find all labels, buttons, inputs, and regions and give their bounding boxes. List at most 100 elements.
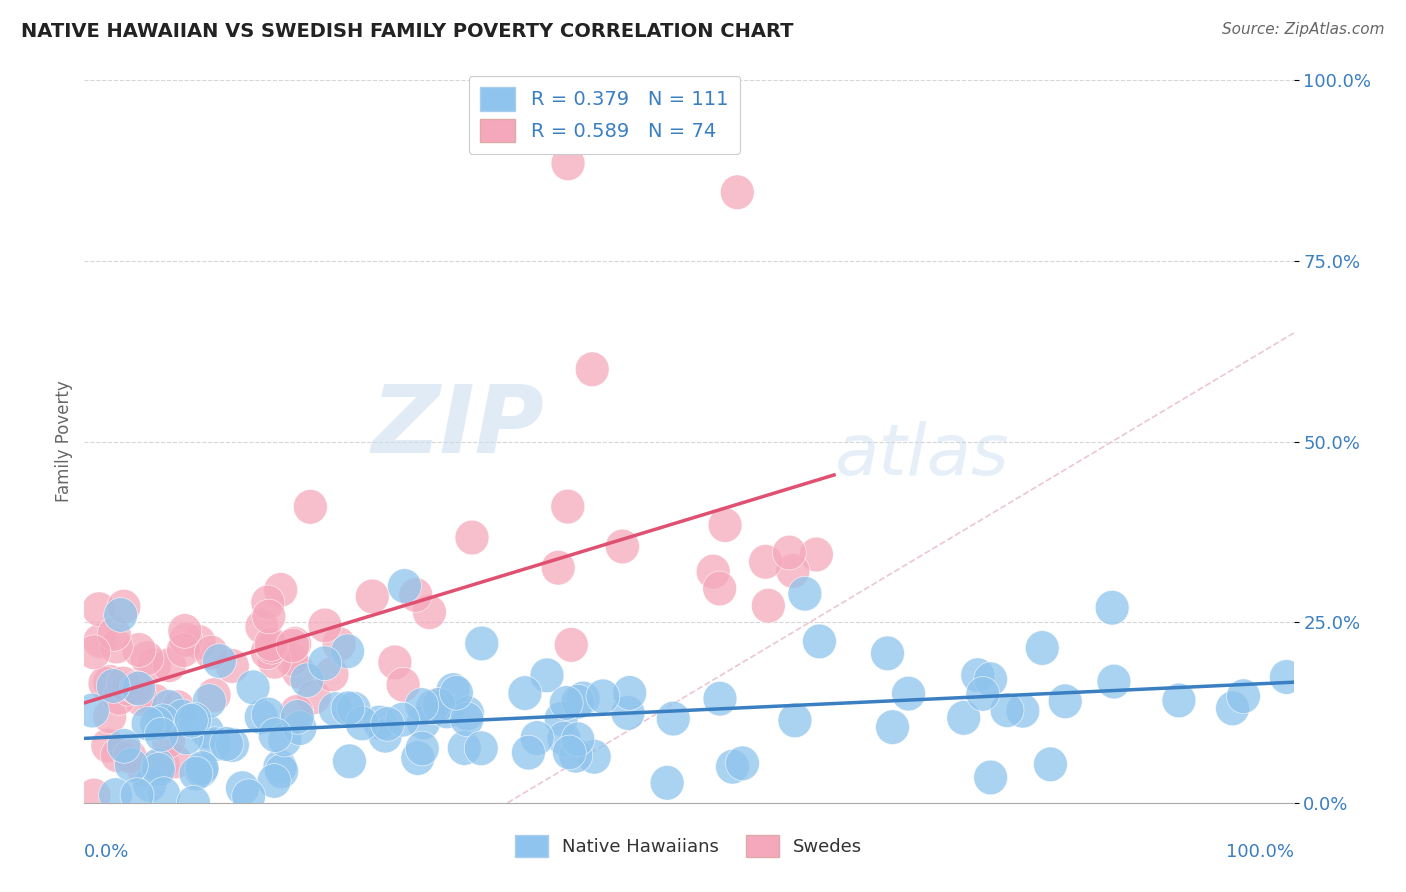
Ellipse shape [544, 701, 578, 736]
Ellipse shape [399, 578, 433, 612]
Ellipse shape [120, 671, 153, 706]
Ellipse shape [100, 629, 134, 664]
Ellipse shape [152, 723, 186, 758]
Ellipse shape [405, 688, 439, 723]
Ellipse shape [960, 658, 994, 692]
Ellipse shape [139, 706, 174, 741]
Ellipse shape [1097, 665, 1130, 699]
Y-axis label: Family Poverty: Family Poverty [55, 381, 73, 502]
Ellipse shape [422, 688, 456, 723]
Text: NATIVE HAWAIIAN VS SWEDISH FAMILY POVERTY CORRELATION CHART: NATIVE HAWAIIAN VS SWEDISH FAMILY POVERT… [21, 22, 793, 41]
Ellipse shape [264, 573, 298, 607]
Ellipse shape [974, 662, 1008, 697]
Ellipse shape [280, 695, 314, 730]
Ellipse shape [550, 686, 583, 721]
Ellipse shape [121, 671, 156, 706]
Ellipse shape [703, 681, 737, 716]
Ellipse shape [152, 690, 186, 724]
Ellipse shape [193, 684, 226, 718]
Ellipse shape [412, 595, 446, 630]
Ellipse shape [190, 714, 225, 749]
Ellipse shape [120, 778, 155, 813]
Ellipse shape [308, 608, 342, 643]
Text: ZIP: ZIP [371, 381, 544, 473]
Ellipse shape [93, 665, 127, 699]
Ellipse shape [112, 739, 146, 773]
Ellipse shape [512, 735, 546, 770]
Ellipse shape [696, 554, 730, 589]
Ellipse shape [98, 778, 132, 813]
Ellipse shape [107, 666, 141, 701]
Ellipse shape [561, 722, 595, 756]
Ellipse shape [138, 648, 172, 682]
Ellipse shape [82, 592, 115, 626]
Ellipse shape [974, 760, 1008, 795]
Ellipse shape [709, 508, 742, 542]
Ellipse shape [308, 646, 342, 681]
Ellipse shape [553, 735, 586, 770]
Ellipse shape [371, 706, 405, 741]
Ellipse shape [946, 700, 980, 735]
Ellipse shape [554, 628, 588, 662]
Ellipse shape [127, 753, 160, 788]
Ellipse shape [387, 667, 420, 702]
Ellipse shape [748, 544, 783, 579]
Ellipse shape [1095, 591, 1129, 625]
Ellipse shape [1161, 683, 1197, 718]
Ellipse shape [378, 645, 412, 680]
Ellipse shape [174, 704, 208, 738]
Ellipse shape [264, 754, 298, 789]
Ellipse shape [891, 676, 925, 711]
Ellipse shape [276, 628, 309, 663]
Ellipse shape [606, 529, 640, 564]
Ellipse shape [198, 727, 232, 762]
Ellipse shape [232, 779, 266, 814]
Ellipse shape [385, 702, 419, 737]
Ellipse shape [330, 634, 364, 669]
Ellipse shape [772, 535, 806, 570]
Ellipse shape [146, 777, 180, 812]
Ellipse shape [776, 554, 810, 589]
Ellipse shape [277, 626, 312, 661]
Ellipse shape [1033, 747, 1067, 781]
Ellipse shape [294, 490, 328, 524]
Ellipse shape [337, 691, 371, 726]
Ellipse shape [450, 702, 484, 737]
Ellipse shape [436, 673, 470, 707]
Ellipse shape [215, 648, 249, 683]
Ellipse shape [440, 675, 474, 710]
Ellipse shape [567, 681, 600, 715]
Ellipse shape [450, 696, 484, 731]
Ellipse shape [356, 579, 389, 614]
Ellipse shape [318, 692, 353, 726]
Ellipse shape [800, 537, 834, 572]
Ellipse shape [315, 657, 349, 692]
Ellipse shape [209, 727, 243, 762]
Ellipse shape [160, 690, 195, 724]
Ellipse shape [1226, 679, 1260, 714]
Ellipse shape [330, 691, 364, 726]
Ellipse shape [97, 669, 131, 704]
Ellipse shape [876, 710, 910, 745]
Ellipse shape [547, 722, 581, 756]
Ellipse shape [103, 681, 136, 715]
Text: Source: ZipAtlas.com: Source: ZipAtlas.com [1222, 22, 1385, 37]
Ellipse shape [447, 731, 481, 765]
Ellipse shape [197, 678, 231, 713]
Ellipse shape [77, 635, 111, 670]
Ellipse shape [93, 699, 127, 734]
Ellipse shape [245, 609, 278, 644]
Ellipse shape [181, 624, 217, 659]
Ellipse shape [1270, 660, 1303, 694]
Ellipse shape [541, 550, 575, 585]
Ellipse shape [107, 729, 141, 764]
Ellipse shape [363, 706, 396, 739]
Ellipse shape [465, 626, 499, 661]
Ellipse shape [104, 598, 138, 632]
Ellipse shape [401, 740, 434, 775]
Ellipse shape [803, 624, 837, 659]
Ellipse shape [152, 648, 186, 682]
Ellipse shape [236, 670, 270, 705]
Ellipse shape [966, 676, 1000, 711]
Ellipse shape [202, 644, 236, 679]
